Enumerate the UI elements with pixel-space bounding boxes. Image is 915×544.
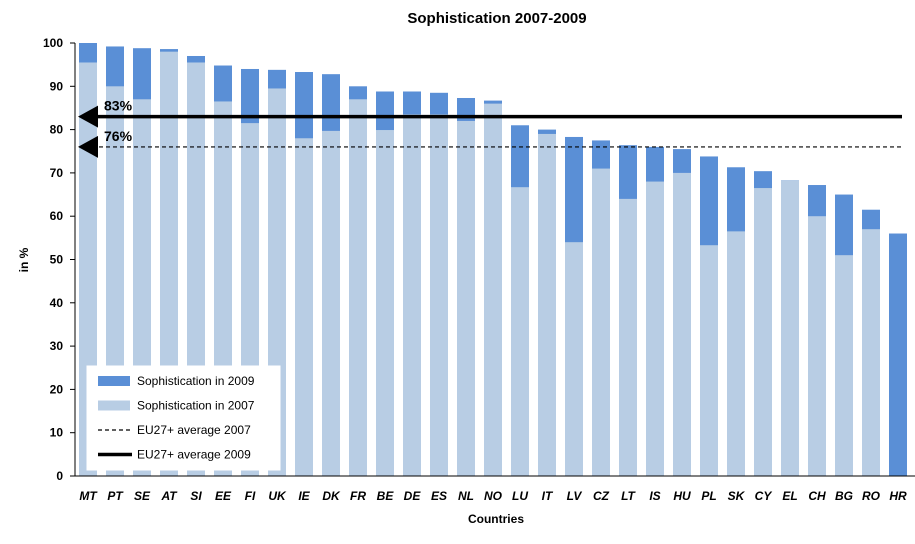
y-tick-label-30: 30 bbox=[50, 339, 64, 353]
x-tick-label-ro: RO bbox=[862, 489, 881, 503]
bar-2007-is bbox=[646, 181, 664, 476]
x-tick-label-is: IS bbox=[649, 489, 660, 503]
y-tick-label-90: 90 bbox=[50, 79, 64, 93]
x-tick-label-nl: NL bbox=[458, 489, 474, 503]
x-tick-label-el: EL bbox=[782, 489, 797, 503]
legend-item-2-label: Sophistication in 2007 bbox=[137, 399, 255, 413]
y-tick-label-20: 20 bbox=[50, 382, 64, 396]
x-tick-label-pl: PL bbox=[701, 489, 716, 503]
x-tick-label-fr: FR bbox=[350, 489, 366, 503]
axes bbox=[74, 43, 915, 477]
bar-2007-lt bbox=[619, 198, 637, 476]
x-tick-label-it: IT bbox=[542, 489, 554, 503]
x-axis-ticks: MT PT SE AT SI EE FI UK IE DK FR BE DE ES NL NO LU IT LV CZ… bbox=[79, 489, 907, 503]
x-tick-label-mt: MT bbox=[79, 489, 98, 503]
bar-2007-dk bbox=[322, 130, 340, 477]
x-tick-label-hu: HU bbox=[673, 489, 691, 503]
legend-item-3-label: EU27+ average 2007 bbox=[137, 423, 251, 437]
bar-2007-ro bbox=[862, 229, 880, 476]
bar-2007-no bbox=[484, 103, 502, 477]
ref-arrow-76 bbox=[78, 135, 98, 158]
bar-2007-lv bbox=[565, 242, 583, 476]
bar-2007-it bbox=[538, 133, 556, 476]
reference-lines: 76% 83% bbox=[78, 98, 902, 158]
y-axis-ticks: 0 10 20 30 40 50 60 70 80 90 100 bbox=[43, 36, 75, 483]
bar-2007-ie bbox=[295, 138, 313, 476]
bar-2007-pl bbox=[700, 245, 718, 476]
y-tick-label-10: 10 bbox=[50, 426, 64, 440]
x-tick-label-uk: UK bbox=[268, 489, 287, 503]
bar-2009-hr bbox=[889, 233, 907, 476]
bar-2007-bg bbox=[835, 255, 853, 476]
bar-2007-lu bbox=[511, 187, 529, 476]
legend-item-4-label: EU27+ average 2009 bbox=[137, 448, 251, 462]
ref-label-76: 76% bbox=[104, 128, 133, 144]
x-tick-label-fi: FI bbox=[245, 489, 256, 503]
y-tick-label-70: 70 bbox=[50, 166, 64, 180]
bar-2007-cy bbox=[754, 188, 772, 476]
y-tick-label-60: 60 bbox=[50, 209, 64, 223]
y-tick-label-100: 100 bbox=[43, 36, 63, 50]
x-tick-label-cy: CY bbox=[755, 489, 773, 503]
x-tick-label-no: NO bbox=[484, 489, 503, 503]
x-tick-label-bg: BG bbox=[835, 489, 853, 503]
ref-label-83: 83% bbox=[104, 98, 133, 114]
bar-2007-es bbox=[430, 114, 448, 476]
x-tick-label-cz: CZ bbox=[593, 489, 610, 503]
y-tick-label-80: 80 bbox=[50, 123, 64, 137]
x-tick-label-de: DE bbox=[404, 489, 422, 503]
x-tick-label-sk: SK bbox=[728, 489, 746, 503]
x-tick-label-dk: DK bbox=[322, 489, 341, 503]
x-tick-label-hr: HR bbox=[889, 489, 907, 503]
x-tick-label-ch: CH bbox=[808, 489, 826, 503]
x-tick-label-si: SI bbox=[190, 489, 202, 503]
bar-2007-el bbox=[781, 180, 799, 477]
x-tick-label-ee: EE bbox=[215, 489, 232, 503]
x-tick-label-es: ES bbox=[431, 489, 447, 503]
bar-2007-ch bbox=[808, 216, 826, 476]
x-tick-label-lu: LU bbox=[512, 489, 528, 503]
legend-item-1-label: Sophistication in 2009 bbox=[137, 374, 255, 388]
bar-2007-be bbox=[376, 130, 394, 476]
x-tick-label-be: BE bbox=[377, 489, 395, 503]
y-axis-label: in % bbox=[17, 247, 31, 272]
bar-2007-hu bbox=[673, 172, 691, 476]
y-tick-label-40: 40 bbox=[50, 296, 64, 310]
x-axis-label: Countries bbox=[468, 512, 524, 526]
bar-2007-cz bbox=[592, 168, 610, 476]
x-tick-label-at: AT bbox=[160, 489, 178, 503]
bar-2007-sk bbox=[727, 231, 745, 476]
bar-2007-nl bbox=[457, 120, 475, 476]
legend: Sophistication in 2009 Sophistication in … bbox=[86, 365, 281, 471]
y-tick-label-0: 0 bbox=[56, 469, 63, 483]
bar-2007-de bbox=[403, 114, 421, 476]
y-tick-label-50: 50 bbox=[50, 253, 64, 267]
x-tick-label-se: SE bbox=[134, 489, 151, 503]
x-tick-label-lv: LV bbox=[567, 489, 583, 503]
bar-2007-fr bbox=[349, 99, 367, 476]
legend-item-2-swatch bbox=[98, 400, 130, 411]
x-tick-label-ie: IE bbox=[298, 489, 310, 503]
x-tick-label-lt: LT bbox=[621, 489, 636, 503]
legend-item-1-swatch bbox=[98, 376, 130, 386]
chart-title: Sophistication 2007-2009 bbox=[407, 10, 586, 27]
ref-arrow-83 bbox=[78, 105, 98, 128]
x-tick-label-pt: PT bbox=[107, 489, 124, 503]
